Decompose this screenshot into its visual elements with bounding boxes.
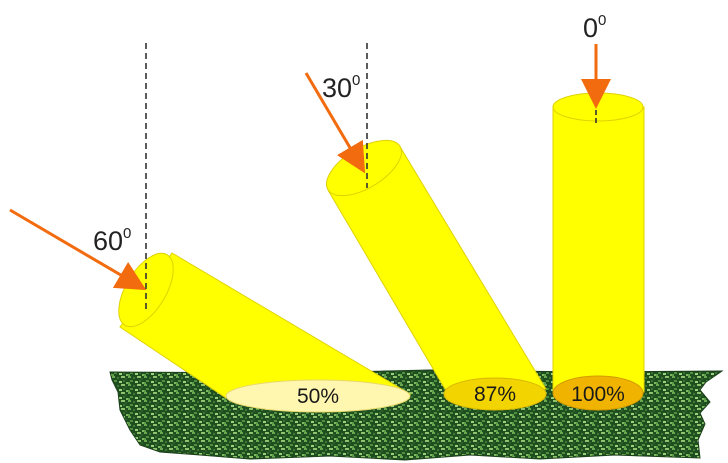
beam-30-degrees: 300 87% — [304, 43, 547, 411]
spot-label-60: 50% — [297, 385, 339, 408]
spot-60-ellipse — [225, 379, 411, 413]
beam-0-degrees: 00 100% — [552, 12, 645, 411]
angle-label-60: 600 — [93, 225, 131, 256]
beam-0-body — [552, 106, 645, 393]
angle-label-30: 300 — [322, 72, 360, 103]
arrow-30 — [304, 72, 366, 174]
beam-60-degrees: 600 50% — [9, 43, 412, 413]
beam-0-top-face — [552, 92, 644, 122]
angle-label-0: 00 — [583, 12, 606, 43]
spot-0-ellipse — [552, 375, 644, 411]
arrow-60 — [9, 208, 147, 291]
spot-label-0: 100% — [571, 383, 625, 406]
spot-30-ellipse — [443, 377, 547, 411]
spot-label-30: 87% — [474, 383, 516, 406]
